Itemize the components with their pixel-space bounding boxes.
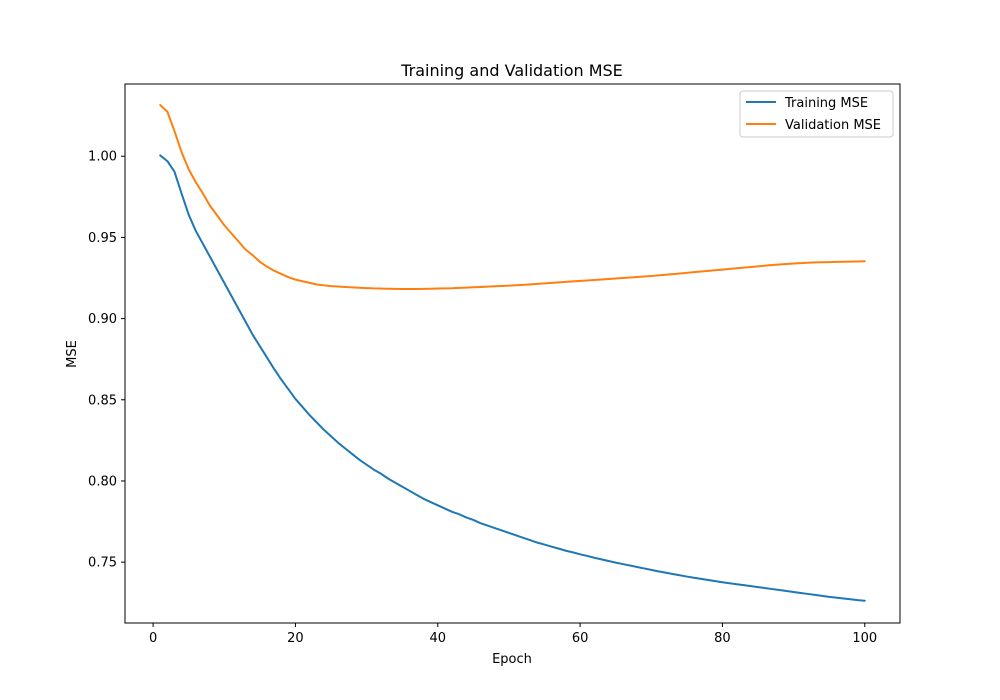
series-line-validation-mse [159, 104, 866, 291]
plot-background [125, 84, 900, 623]
x-tick-label: 40 [430, 631, 447, 646]
x-tick-label: 20 [287, 631, 304, 646]
y-tick-label: 0.80 [88, 474, 117, 489]
chart-title: Training and Validation MSE [400, 61, 623, 80]
legend: Training MSE Validation MSE [739, 90, 894, 138]
x-axis-ticks: 0 20 40 60 80 100 [149, 623, 877, 646]
y-tick-label: 0.95 [88, 231, 117, 246]
series-line-training-mse [159, 154, 866, 602]
y-axis-ticks: 0.75 0.80 0.85 0.90 0.95 1.00 [88, 150, 125, 571]
plot-frame [124, 83, 901, 624]
series-layer [159, 104, 866, 602]
y-tick-label: 1.00 [88, 150, 117, 165]
legend-label-training-mse: Training MSE [784, 96, 868, 111]
x-tick-label: 100 [852, 631, 877, 646]
legend-label-validation-mse: Validation MSE [785, 118, 881, 133]
y-tick-label: 0.90 [88, 312, 117, 327]
x-tick-label: 0 [149, 631, 157, 646]
x-tick-label: 80 [714, 631, 731, 646]
x-axis-label: Epoch [492, 652, 532, 667]
x-tick-label: 60 [572, 631, 589, 646]
y-tick-label: 0.85 [88, 393, 117, 408]
y-axis-label: MSE [65, 340, 80, 368]
y-tick-label: 0.75 [88, 556, 117, 571]
plot-area [125, 84, 900, 623]
legend-box [739, 90, 894, 138]
